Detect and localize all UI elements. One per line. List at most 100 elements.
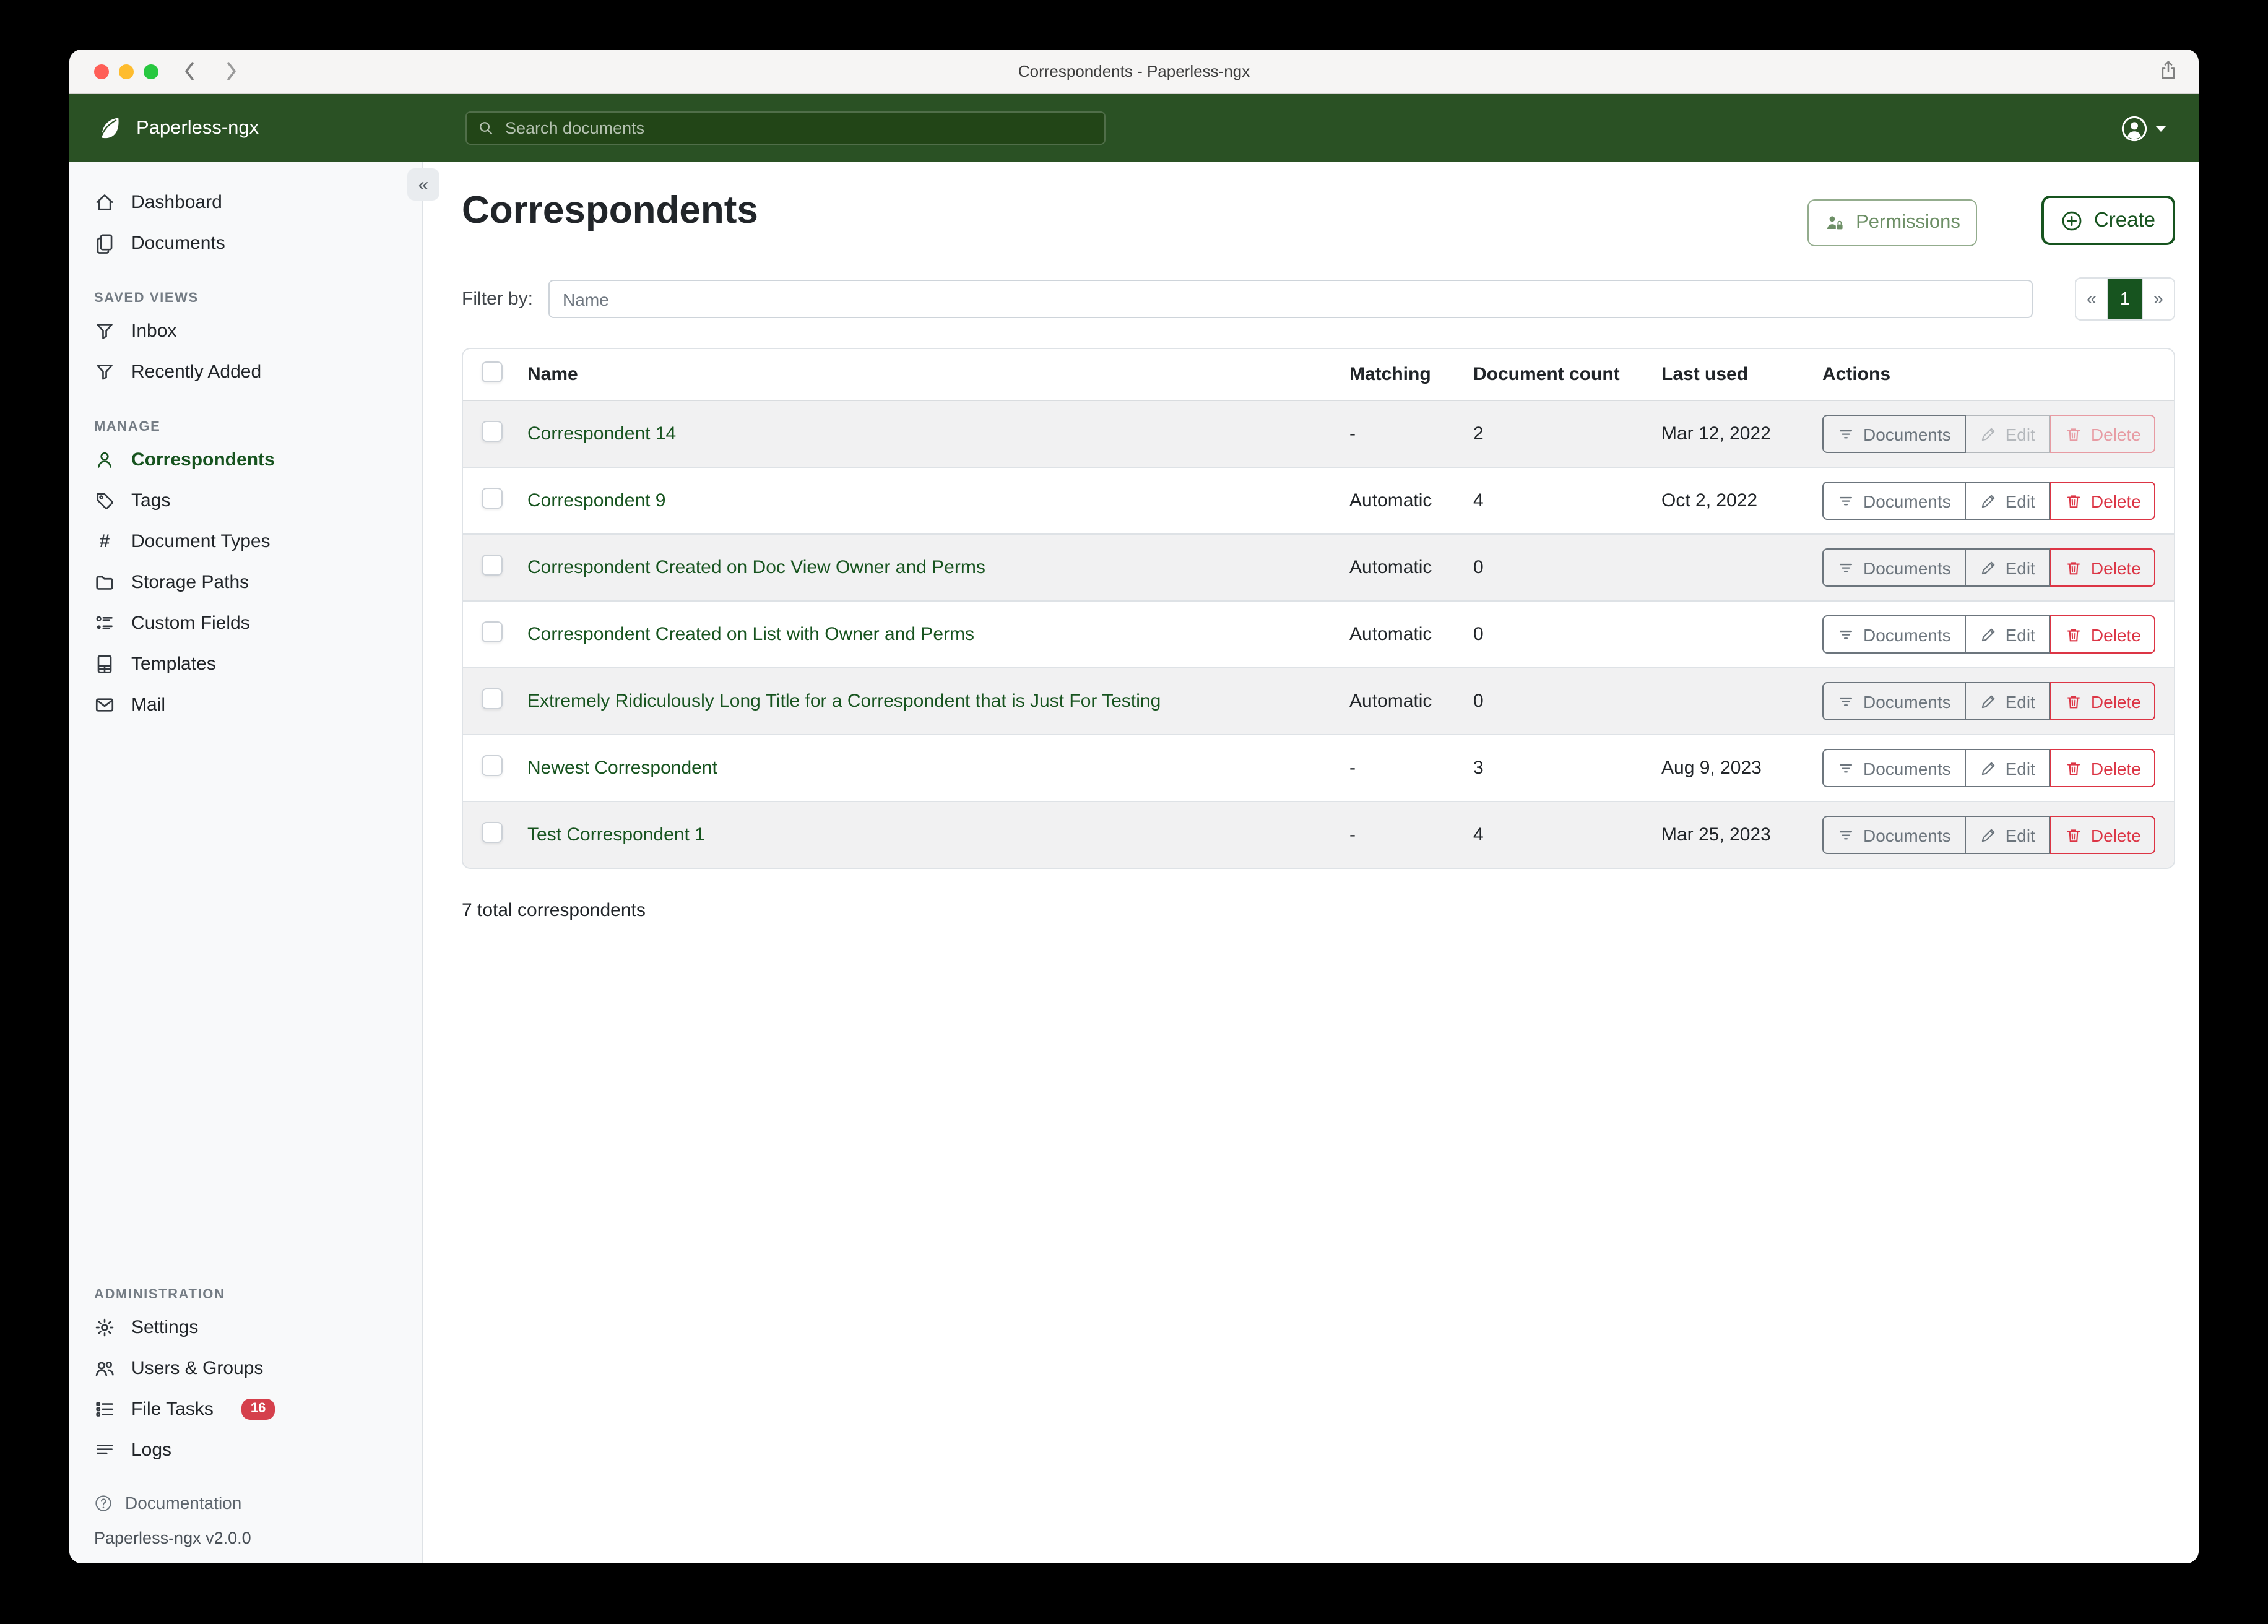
correspondent-name-cell: Correspondent 14 xyxy=(517,400,1340,467)
sidebar-item-custom-fields[interactable]: Custom Fields xyxy=(69,603,422,644)
sidebar-item-tags[interactable]: Tags xyxy=(69,480,422,521)
select-all-checkbox[interactable] xyxy=(482,361,503,382)
user-menu[interactable] xyxy=(2121,94,2166,162)
row-check-cell xyxy=(463,467,517,534)
table-row: Test Correspondent 1 - 4 Mar 25, 2023 Docume… xyxy=(463,801,2174,868)
create-button[interactable]: Create xyxy=(2041,196,2175,245)
documents-button-label: Documents xyxy=(1863,624,1951,644)
row-actions: Documents Edit Delete xyxy=(1822,682,2156,720)
row-check-cell xyxy=(463,400,517,467)
row-check-cell xyxy=(463,735,517,801)
documents-button[interactable]: Documents xyxy=(1822,415,1966,453)
person-lock-icon xyxy=(1827,216,1843,230)
delete-button[interactable]: Delete xyxy=(2049,682,2156,720)
actions-cell: Documents Edit Delete xyxy=(1812,735,2174,801)
trash-icon xyxy=(2067,762,2080,775)
filter-name-input[interactable] xyxy=(548,280,2033,318)
sidebar-item-dashboard[interactable]: Dashboard xyxy=(69,182,422,223)
documents-button[interactable]: Documents xyxy=(1822,548,1966,587)
back-icon[interactable] xyxy=(181,58,198,84)
sidebar-item-users-groups[interactable]: Users & Groups xyxy=(69,1348,422,1389)
sidebar-item-document-types[interactable]: # Document Types xyxy=(69,521,422,562)
sidebar-item-templates[interactable]: Templates xyxy=(69,644,422,685)
delete-button[interactable]: Delete xyxy=(2049,548,2156,587)
documents-button[interactable]: Documents xyxy=(1822,615,1966,654)
edit-button[interactable]: Edit xyxy=(1965,682,2050,720)
pagination-page-1[interactable]: 1 xyxy=(2107,279,2142,319)
sidebar-item-storage-paths[interactable]: Storage Paths xyxy=(69,562,422,603)
search-input[interactable] xyxy=(503,118,1093,139)
sidebar-item-label: Correspondents xyxy=(131,449,275,470)
permissions-label: Permissions xyxy=(1856,212,1960,233)
edit-button[interactable]: Edit xyxy=(1965,816,2050,854)
minimize-window-button[interactable] xyxy=(119,64,134,79)
sidebar-item-documents[interactable]: Documents xyxy=(69,223,422,264)
brand[interactable]: Paperless-ngx xyxy=(69,113,259,143)
sidebar-item-recently-added[interactable]: Recently Added xyxy=(69,352,422,392)
documents-button[interactable]: Documents xyxy=(1822,482,1966,520)
sidebar-item-correspondents[interactable]: Correspondents xyxy=(69,439,422,480)
edit-button[interactable]: Edit xyxy=(1965,548,2050,587)
edit-button-label: Edit xyxy=(2005,758,2035,778)
search-box xyxy=(465,111,1106,145)
delete-button[interactable]: Delete xyxy=(2049,615,2156,654)
row-checkbox[interactable] xyxy=(482,822,503,843)
edit-button-label: Edit xyxy=(2005,491,2035,511)
row-checkbox[interactable] xyxy=(482,421,503,442)
sidebar-item-mail[interactable]: Mail xyxy=(69,685,422,725)
sidebar-item-inbox[interactable]: Inbox xyxy=(69,311,422,352)
pagination-prev[interactable]: « xyxy=(2076,279,2107,319)
row-checkbox[interactable] xyxy=(482,688,503,709)
avatar xyxy=(2121,115,2147,141)
correspondent-link[interactable]: Correspondent Created on Doc View Owner … xyxy=(527,557,985,578)
edit-button[interactable]: Edit xyxy=(1965,615,2050,654)
header-matching: Matching xyxy=(1340,349,1463,401)
delete-button[interactable]: Delete xyxy=(2049,482,2156,520)
list-task-icon xyxy=(96,1402,113,1417)
edit-button[interactable]: Edit xyxy=(1965,415,2050,453)
documents-button-label: Documents xyxy=(1863,558,1951,577)
delete-button[interactable]: Delete xyxy=(2049,816,2156,854)
row-actions: Documents Edit Delete xyxy=(1822,415,2156,453)
row-checkbox[interactable] xyxy=(482,555,503,576)
documents-button[interactable]: Documents xyxy=(1822,682,1966,720)
filter-icon xyxy=(1839,629,1853,639)
logs-icon xyxy=(96,1445,113,1454)
correspondent-link[interactable]: Extremely Ridiculously Long Title for a … xyxy=(527,691,1161,712)
correspondent-link[interactable]: Test Correspondent 1 xyxy=(527,824,705,845)
row-checkbox[interactable] xyxy=(482,488,503,509)
sidebar-item-settings[interactable]: Settings xyxy=(69,1307,422,1348)
document-count-cell: 0 xyxy=(1473,557,1484,578)
edit-button[interactable]: Edit xyxy=(1965,749,2050,787)
delete-button[interactable]: Delete xyxy=(2049,749,2156,787)
sidebar-item-file-tasks[interactable]: File Tasks 16 xyxy=(69,1389,422,1430)
person-icon xyxy=(97,452,112,468)
documents-button[interactable]: Documents xyxy=(1822,816,1966,854)
documentation-link[interactable]: Documentation xyxy=(94,1493,397,1513)
filter-icon xyxy=(1839,763,1853,772)
row-check-cell xyxy=(463,534,517,601)
sidebar-section-administration: ADMINISTRATION xyxy=(94,1287,225,1302)
correspondent-name-cell: Correspondent 9 xyxy=(517,467,1340,534)
row-checkbox[interactable] xyxy=(482,621,503,642)
sidebar-collapse-button[interactable]: « xyxy=(407,168,439,201)
custom-fields-icon xyxy=(96,616,113,629)
zoom-window-button[interactable] xyxy=(144,64,158,79)
delete-button[interactable]: Delete xyxy=(2049,415,2156,453)
correspondent-link[interactable]: Correspondent 14 xyxy=(527,423,677,444)
trash-icon xyxy=(2067,561,2080,574)
close-window-button[interactable] xyxy=(94,64,109,79)
share-icon[interactable] xyxy=(2157,59,2180,83)
correspondent-link[interactable]: Correspondent 9 xyxy=(527,490,666,511)
correspondent-link[interactable]: Correspondent Created on List with Owner… xyxy=(527,624,975,645)
sidebar-item-logs[interactable]: Logs xyxy=(69,1430,422,1471)
sidebar-section-manage: MANAGE xyxy=(94,420,161,434)
row-checkbox[interactable] xyxy=(482,755,503,776)
permissions-button[interactable]: Permissions xyxy=(1807,199,1978,246)
last-used-cell: Mar 12, 2022 xyxy=(1661,423,1771,444)
forward-icon[interactable] xyxy=(223,58,240,84)
documents-button[interactable]: Documents xyxy=(1822,749,1966,787)
edit-button[interactable]: Edit xyxy=(1965,482,2050,520)
correspondent-link[interactable]: Newest Correspondent xyxy=(527,758,717,779)
pagination-next[interactable]: » xyxy=(2142,279,2174,319)
